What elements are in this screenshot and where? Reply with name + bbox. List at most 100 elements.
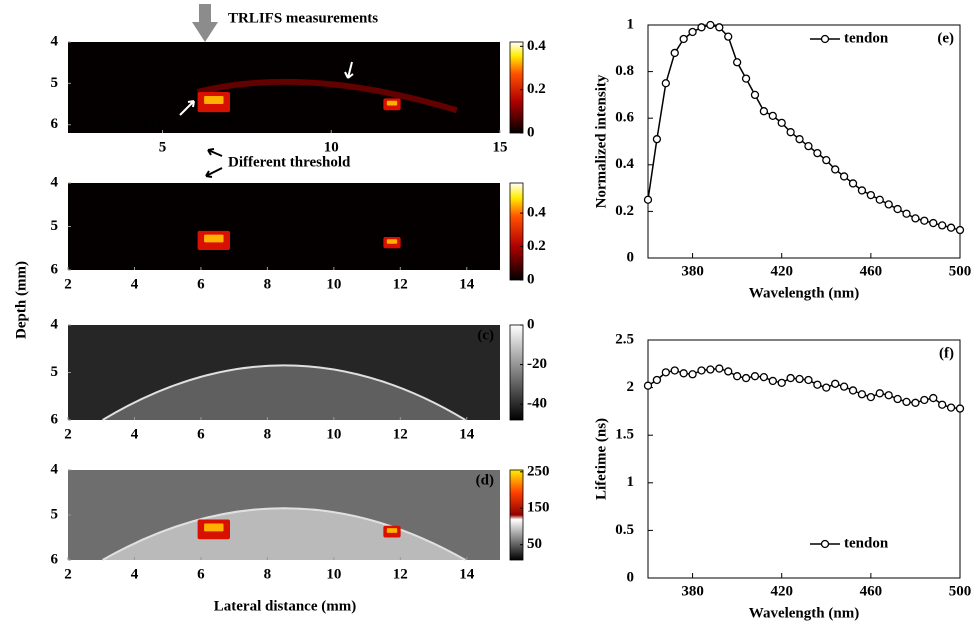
data-point <box>724 367 733 376</box>
signal-core <box>204 234 224 243</box>
data-point <box>902 209 911 218</box>
data-point <box>848 386 858 395</box>
x-tick-label: 380 <box>681 263 704 279</box>
x-tick-label: 15 <box>493 139 508 155</box>
data-point <box>822 383 831 392</box>
annotation: PA signal from pencil lead <box>88 117 256 133</box>
data-point <box>786 373 795 383</box>
panel-label: (a) <box>477 44 495 60</box>
legend-marker <box>820 34 830 44</box>
data-point <box>955 225 965 235</box>
data-point <box>661 79 670 88</box>
data-point <box>946 223 956 232</box>
x-tick-label: 12 <box>393 276 408 292</box>
data-point <box>724 32 733 41</box>
panel-label: (b) <box>476 185 494 201</box>
data-point <box>813 148 822 158</box>
x-axis-label: Lateral distance (mm) <box>214 598 356 614</box>
x-tick-label: 10 <box>326 276 341 292</box>
data-point <box>643 381 653 390</box>
colorbar <box>509 324 524 421</box>
data-point <box>768 376 777 386</box>
colorbar-tick-label: -20 <box>527 356 547 372</box>
data-point <box>652 375 662 385</box>
data-point <box>670 48 679 58</box>
data-point <box>848 179 858 188</box>
data-point <box>750 90 760 100</box>
y-tick-label: 4 <box>51 33 59 49</box>
annotation: TRLIFS measurements <box>228 10 378 26</box>
y-tick-label: 1.5 <box>615 427 634 443</box>
x-tick-label: 420 <box>770 583 793 599</box>
y-tick-label: 6 <box>51 116 59 132</box>
data-point <box>688 370 697 379</box>
legend-label: tendon <box>844 535 889 551</box>
y-tick-label: 4 <box>51 316 59 332</box>
threshold-arrow <box>207 148 223 157</box>
data-point <box>920 395 929 405</box>
colorbar <box>509 41 524 134</box>
tissue-surface <box>102 507 466 561</box>
x-tick-label: 4 <box>131 276 139 292</box>
colorbar <box>509 469 524 561</box>
data-point <box>715 23 724 32</box>
data-point <box>866 190 876 200</box>
y-tick-label: 2.5 <box>615 331 634 347</box>
y-tick-label: 4 <box>51 461 59 477</box>
data-point <box>679 34 688 44</box>
x-tick-label: 5 <box>159 139 167 155</box>
data-point <box>732 58 742 67</box>
x-tick-label: 10 <box>324 139 339 155</box>
y-tick-label: 1 <box>627 474 635 490</box>
y-axis-label: Normalized intensity <box>593 74 609 208</box>
image-background <box>68 183 500 270</box>
threshold-arrow <box>205 167 223 178</box>
annotation-arrow <box>179 100 195 116</box>
data-point <box>795 135 804 144</box>
data-point <box>652 135 662 144</box>
data-point <box>786 128 795 137</box>
data-point <box>884 200 893 209</box>
x-tick-label: 14 <box>459 426 475 442</box>
panel-label: (e) <box>937 30 954 46</box>
legend-marker <box>820 539 830 549</box>
x-tick-label: 2 <box>64 566 72 582</box>
y-tick-label: 0.2 <box>615 203 634 219</box>
annotation-arrow <box>344 61 354 79</box>
y-tick-label: 0.5 <box>615 522 634 538</box>
colorbar-tick-label: 0 <box>527 271 535 287</box>
y-tick-label: 5 <box>51 506 59 522</box>
colorbar-tick-label: 0 <box>527 124 535 140</box>
data-point <box>875 389 884 398</box>
colorbar-tick-label: 0 <box>527 316 535 332</box>
image-background <box>68 42 500 133</box>
x-axis-label: Wavelength (nm) <box>749 605 859 621</box>
x-tick-label: 8 <box>264 276 272 292</box>
colorbar-tick-label: 250 <box>527 463 550 479</box>
data-point <box>697 23 706 32</box>
data-point <box>732 372 742 381</box>
data-point <box>804 375 813 385</box>
data-point <box>759 107 769 116</box>
y-tick-label: 0.6 <box>615 110 634 126</box>
data-point <box>750 372 760 381</box>
x-tick-label: 6 <box>197 426 205 442</box>
data-point <box>688 27 697 37</box>
data-point <box>795 374 804 384</box>
y-tick-label: 1 <box>627 16 635 32</box>
x-tick-label: 14 <box>459 276 475 292</box>
series-line <box>647 24 961 231</box>
y-tick-label: 0 <box>627 249 635 265</box>
x-tick-label: 12 <box>393 566 408 582</box>
x-tick-label: 8 <box>264 426 272 442</box>
data-point <box>697 366 706 375</box>
y-tick-label: 6 <box>51 261 59 277</box>
legend-label: tendon <box>844 30 889 46</box>
panel-label: (d) <box>476 472 494 488</box>
data-point <box>938 221 947 230</box>
colorbar-tick-label: -40 <box>527 396 547 412</box>
data-point <box>839 382 849 391</box>
data-point <box>777 378 786 387</box>
x-tick-label: 380 <box>681 583 704 599</box>
